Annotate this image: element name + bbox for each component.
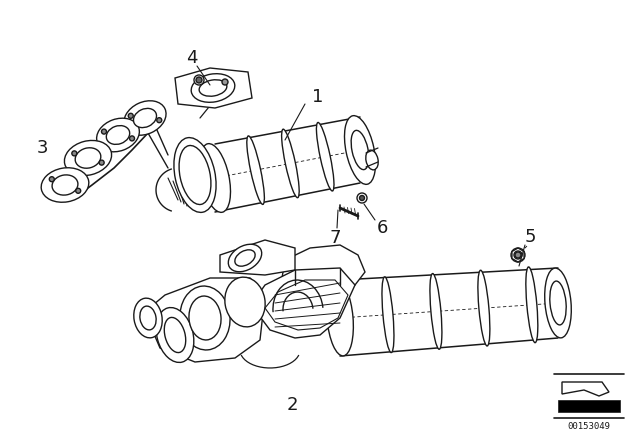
Ellipse shape (235, 250, 255, 266)
Ellipse shape (52, 175, 78, 195)
Text: 2: 2 (286, 396, 298, 414)
Ellipse shape (189, 296, 221, 340)
Text: 3: 3 (36, 139, 48, 157)
Ellipse shape (97, 118, 140, 152)
Ellipse shape (225, 277, 265, 327)
Polygon shape (512, 248, 524, 262)
Ellipse shape (99, 160, 104, 165)
Ellipse shape (228, 244, 262, 272)
Ellipse shape (174, 138, 216, 212)
Polygon shape (265, 280, 348, 330)
Ellipse shape (200, 144, 230, 212)
Ellipse shape (199, 80, 227, 96)
Bar (558, 400, 620, 412)
Ellipse shape (76, 188, 81, 193)
Ellipse shape (65, 140, 111, 176)
Text: 1: 1 (312, 88, 324, 106)
Ellipse shape (316, 122, 334, 191)
Text: 00153049: 00153049 (568, 422, 611, 431)
Ellipse shape (382, 277, 394, 353)
Ellipse shape (134, 108, 157, 128)
Ellipse shape (514, 251, 522, 259)
Ellipse shape (164, 318, 186, 353)
Text: 6: 6 (376, 219, 388, 237)
Ellipse shape (102, 129, 106, 134)
Text: 7: 7 (329, 229, 340, 247)
Ellipse shape (344, 116, 376, 185)
Ellipse shape (124, 101, 166, 135)
Ellipse shape (222, 79, 228, 85)
Ellipse shape (41, 168, 89, 202)
Ellipse shape (180, 286, 230, 350)
Ellipse shape (128, 113, 133, 118)
Ellipse shape (545, 268, 572, 338)
Ellipse shape (326, 280, 353, 356)
Ellipse shape (140, 306, 156, 330)
Ellipse shape (511, 248, 525, 262)
Ellipse shape (282, 129, 299, 198)
Polygon shape (562, 382, 609, 396)
Ellipse shape (157, 118, 162, 123)
Text: 4: 4 (186, 49, 198, 67)
Polygon shape (175, 68, 252, 108)
Polygon shape (220, 240, 295, 275)
Ellipse shape (179, 146, 211, 204)
Ellipse shape (194, 75, 204, 85)
Ellipse shape (72, 151, 77, 156)
Ellipse shape (478, 270, 490, 346)
Ellipse shape (360, 195, 365, 201)
Ellipse shape (247, 136, 264, 204)
Ellipse shape (196, 77, 202, 83)
Ellipse shape (351, 130, 369, 170)
Polygon shape (148, 278, 265, 362)
Ellipse shape (430, 274, 442, 349)
Ellipse shape (49, 177, 54, 182)
Ellipse shape (129, 136, 134, 141)
Polygon shape (282, 245, 365, 285)
Ellipse shape (515, 252, 521, 258)
Ellipse shape (106, 125, 130, 144)
Text: 5: 5 (524, 228, 536, 246)
Ellipse shape (357, 193, 367, 203)
Ellipse shape (366, 150, 378, 170)
Ellipse shape (75, 148, 101, 168)
Ellipse shape (156, 308, 194, 362)
Ellipse shape (526, 267, 538, 343)
Ellipse shape (550, 281, 566, 325)
Polygon shape (255, 268, 355, 338)
Ellipse shape (134, 298, 162, 338)
Ellipse shape (191, 73, 235, 102)
